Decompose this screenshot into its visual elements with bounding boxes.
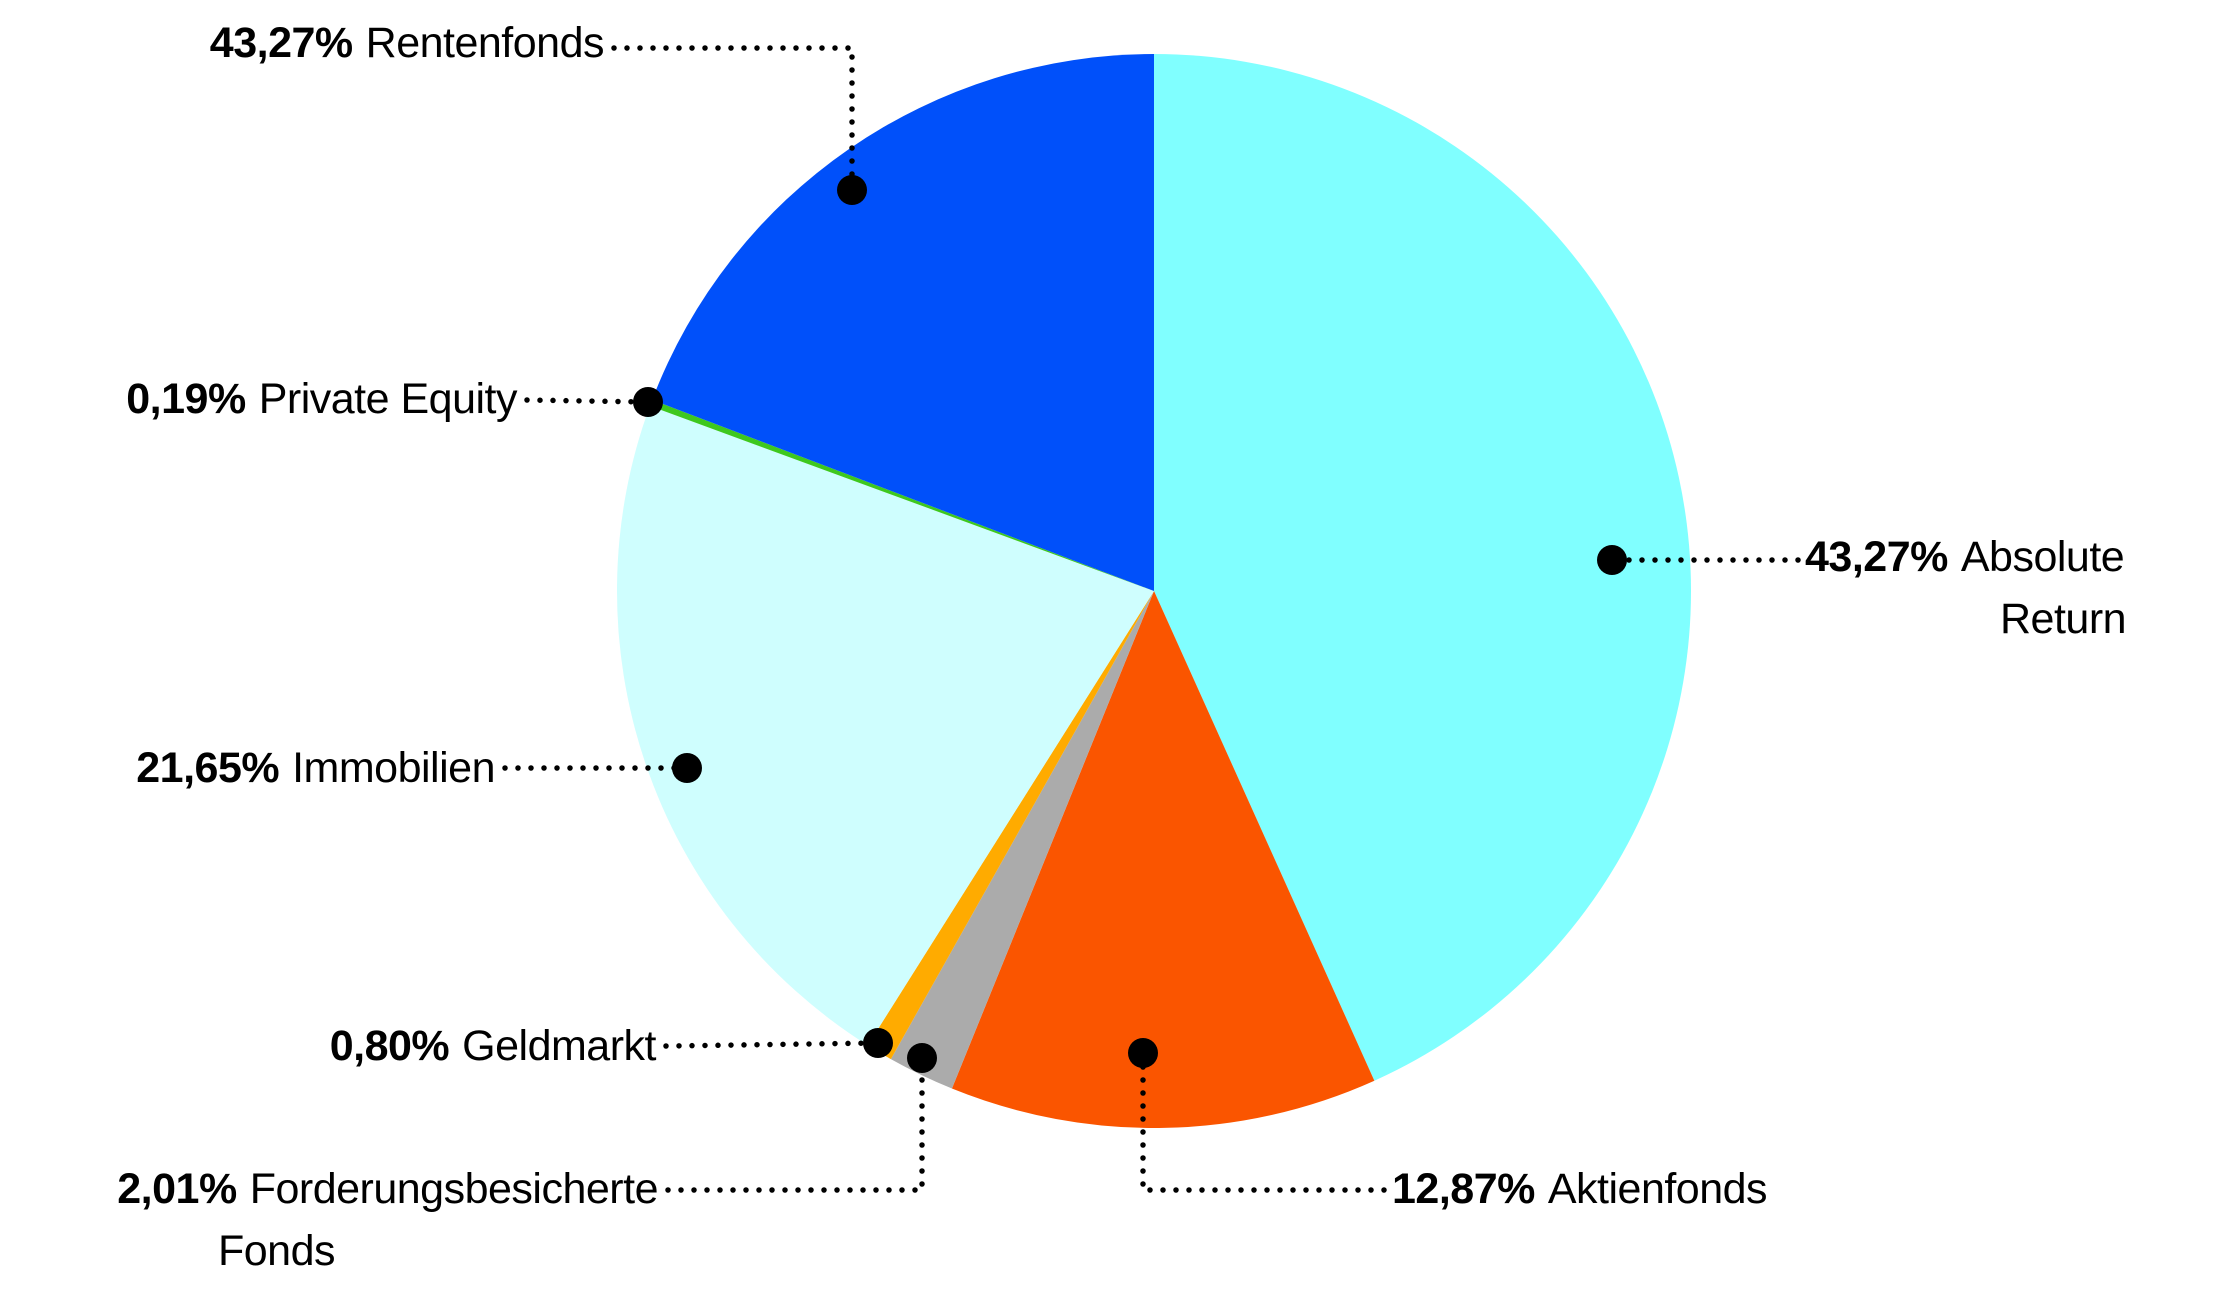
pie-slice-private-equity <box>649 399 1154 591</box>
anchor-dot-private-equity <box>633 387 663 417</box>
aktienfonds-pct: 12,87% <box>1392 1165 1535 1213</box>
rentenfonds-name: Rentenfonds <box>365 19 605 67</box>
absolute-return-name-line1: Absolute <box>1960 533 2125 581</box>
forderungsbesicherte-fonds-name-line2: Fonds <box>218 1227 336 1275</box>
callout-label-absolute-return: 43,27% Absolute <box>1805 530 2125 584</box>
immobilien-pct: 21,65% <box>136 744 280 792</box>
anchor-dot-geldmarkt <box>863 1028 893 1058</box>
absolute-return-name-line2: Return <box>2000 595 2127 643</box>
callout-label-geldmarkt: 0,80% Geldmarkt <box>329 1019 657 1073</box>
rentenfonds-pct: 43,27% <box>209 19 353 67</box>
forderungsbesicherte-fonds-name-line1: Forderungsbesicherte <box>249 1165 659 1213</box>
absolute-return-pct: 43,27% <box>1805 533 1948 581</box>
pie-slice-rentenfonds <box>652 54 1154 591</box>
geldmarkt-pct: 0,80% <box>329 1022 450 1070</box>
connector-line-rentenfonds <box>611 45 855 193</box>
anchor-dot-immobilien <box>672 753 702 783</box>
connector-line-private-equity <box>524 397 651 405</box>
anchor-dot-absolute-return <box>1597 545 1627 575</box>
callout-label-forderungsbesicherte-fonds: 2,01% Forderungsbesicherte <box>117 1162 658 1216</box>
private-equity-pct: 0,19% <box>126 375 246 423</box>
callout-label-rentenfonds: 43,27% Rentenfonds <box>209 16 605 70</box>
pie-slice-aktienfonds <box>951 591 1375 1128</box>
pie-slice-geldmarkt <box>867 591 1154 1060</box>
callout-label-immobilien: 21,65% Immobilien <box>136 741 495 795</box>
pie-slice-absolute-return <box>1154 54 1691 1081</box>
pie-slice-immobilien <box>617 405 1154 1046</box>
callout-label-forderungsbesicherte-fonds-line2: Fonds <box>218 1224 336 1278</box>
anchor-dot-rentenfonds <box>837 175 867 205</box>
anchor-dot-aktienfonds <box>1128 1038 1158 1068</box>
aktienfonds-name: Aktienfonds <box>1547 1165 1768 1213</box>
callout-label-absolute-return-line2: Return <box>2000 592 2127 646</box>
anchor-dot-forderungsbesicherte-fonds <box>907 1043 937 1073</box>
forderungsbesicherte-fonds-pct: 2,01% <box>117 1165 237 1213</box>
callout-label-private-equity: 0,19% Private Equity <box>126 372 517 426</box>
connector-line-geldmarkt <box>663 1040 881 1049</box>
pie-slice-forderungsbesicherte-fonds <box>890 591 1154 1089</box>
geldmarkt-name: Geldmarkt <box>462 1022 656 1070</box>
private-equity-name: Private Equity <box>258 375 518 423</box>
callout-label-aktienfonds: 12,87% Aktienfonds <box>1392 1162 1768 1216</box>
connector-line-forderungsbesicherte-fonds <box>665 1055 925 1193</box>
connector-line-aktienfonds <box>1140 1050 1387 1193</box>
immobilien-name: Immobilien <box>292 744 495 792</box>
